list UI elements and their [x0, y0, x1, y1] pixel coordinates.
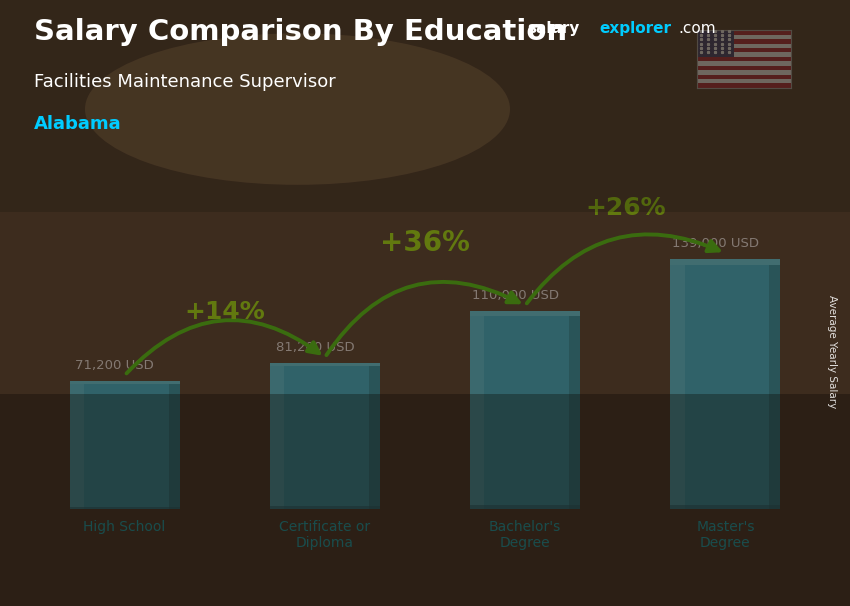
- Text: Average Yearly Salary: Average Yearly Salary: [827, 295, 837, 408]
- Text: .com: .com: [678, 21, 716, 36]
- Bar: [70, 381, 179, 384]
- Text: Facilities Maintenance Supervisor: Facilities Maintenance Supervisor: [34, 73, 336, 91]
- Text: 71,200 USD: 71,200 USD: [76, 359, 154, 372]
- Bar: [269, 363, 380, 367]
- Bar: [697, 30, 791, 35]
- Bar: [697, 79, 791, 84]
- Bar: [769, 259, 780, 509]
- Bar: [269, 363, 284, 509]
- Bar: [671, 505, 780, 509]
- Bar: [671, 259, 780, 265]
- Bar: [470, 311, 581, 316]
- Bar: [470, 505, 581, 509]
- Bar: [369, 363, 380, 509]
- Text: 110,000 USD: 110,000 USD: [472, 289, 558, 302]
- Bar: [697, 70, 791, 75]
- Text: +36%: +36%: [380, 228, 470, 256]
- Bar: [697, 61, 791, 65]
- Bar: [70, 381, 84, 509]
- Bar: [269, 363, 380, 509]
- Bar: [697, 53, 791, 57]
- Bar: [697, 57, 791, 61]
- Bar: [70, 381, 179, 509]
- Bar: [697, 48, 791, 53]
- Bar: [697, 44, 791, 48]
- Bar: [269, 507, 380, 509]
- Bar: [570, 311, 581, 509]
- Text: Alabama: Alabama: [34, 115, 122, 133]
- Bar: [470, 311, 484, 509]
- Bar: [697, 39, 791, 44]
- Bar: [470, 311, 581, 509]
- Bar: [697, 75, 791, 79]
- Text: explorer: explorer: [599, 21, 672, 36]
- Bar: [70, 507, 179, 509]
- Bar: [671, 259, 684, 509]
- Text: +26%: +26%: [585, 196, 666, 221]
- Text: 139,000 USD: 139,000 USD: [672, 237, 759, 250]
- Bar: [697, 65, 791, 70]
- Bar: [168, 381, 179, 509]
- Text: 81,200 USD: 81,200 USD: [275, 341, 354, 354]
- Text: salary: salary: [527, 21, 580, 36]
- Bar: [697, 84, 791, 88]
- Bar: [671, 259, 780, 509]
- Text: Salary Comparison By Education: Salary Comparison By Education: [34, 18, 567, 46]
- Text: +14%: +14%: [184, 301, 265, 324]
- Bar: [697, 30, 734, 57]
- Bar: [697, 35, 791, 39]
